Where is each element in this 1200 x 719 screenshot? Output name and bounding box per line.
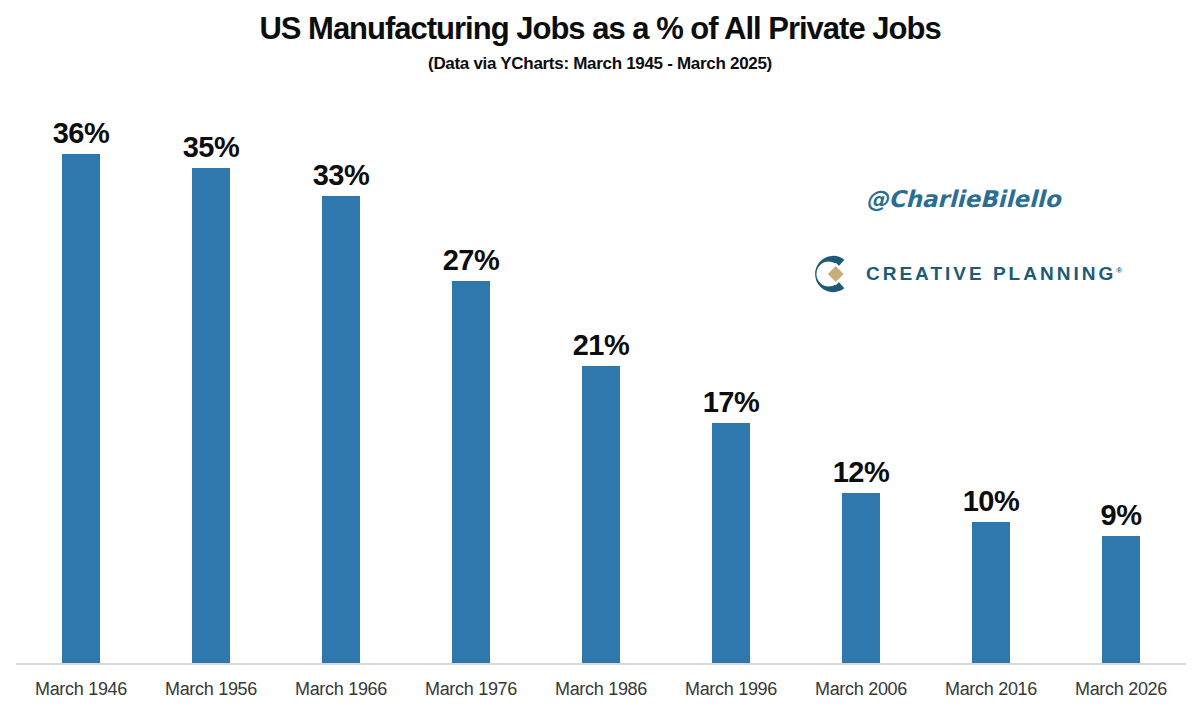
bar-value-label: 12% [833,457,890,487]
bar-column: 17% [666,387,796,663]
brand-name-text: CREATIVE PLANNING [866,263,1116,284]
bar-value-label: 17% [703,387,760,417]
chart-header: US Manufacturing Jobs as a % of All Priv… [0,0,1200,76]
bar-column: 27% [406,245,536,663]
bar [322,196,360,663]
bar-value-label: 36% [53,118,110,148]
bar-value-label: 10% [963,486,1020,516]
bar-column: 36% [16,118,146,663]
bar [842,493,880,663]
bar-value-label: 21% [573,330,630,360]
chart-subtitle: (Data via YCharts: March 1945 - March 20… [0,52,1200,76]
bar [972,522,1010,663]
x-axis-tick-label: March 1986 [536,679,666,700]
brand-wordmark: CREATIVE PLANNING® [866,263,1122,285]
x-axis-tick-label: March 1966 [276,679,406,700]
author-watermark: @CharlieBilello [858,186,1068,212]
x-axis-tick-label: March 2016 [926,679,1056,700]
plot-area: 36% 35% 33% 27% 21% 17% 12% 10% 9% [16,76,1186,663]
x-axis-tick-label: March 1996 [666,679,796,700]
bar-column: 10% [926,486,1056,663]
brand-logo: CREATIVE PLANNING® [808,253,1122,295]
registered-mark: ® [1116,266,1122,275]
bar [582,366,620,663]
bar [452,281,490,663]
x-axis-labels: March 1946March 1956March 1966March 1976… [16,665,1186,700]
creative-planning-logo-icon [808,253,854,295]
bar [712,423,750,663]
bar-value-label: 35% [183,132,240,162]
bar-value-label: 33% [313,160,370,190]
x-axis-tick-label: March 1976 [406,679,536,700]
bar-value-label: 9% [1101,500,1142,530]
bar-column: 21% [536,330,666,663]
bar-column: 33% [276,160,406,663]
x-axis-tick-label: March 2006 [796,679,926,700]
bar-value-label: 27% [443,245,500,275]
chart-title: US Manufacturing Jobs as a % of All Priv… [0,6,1200,52]
bar [192,168,230,663]
x-axis-tick-label: March 1956 [146,679,276,700]
bar [62,154,100,663]
bar-column: 9% [1056,500,1186,663]
x-axis-tick-label: March 1946 [16,679,146,700]
bar-column: 12% [796,457,926,663]
bar-column: 35% [146,132,276,663]
bar [1102,536,1140,663]
x-axis-tick-label: March 2026 [1056,679,1186,700]
